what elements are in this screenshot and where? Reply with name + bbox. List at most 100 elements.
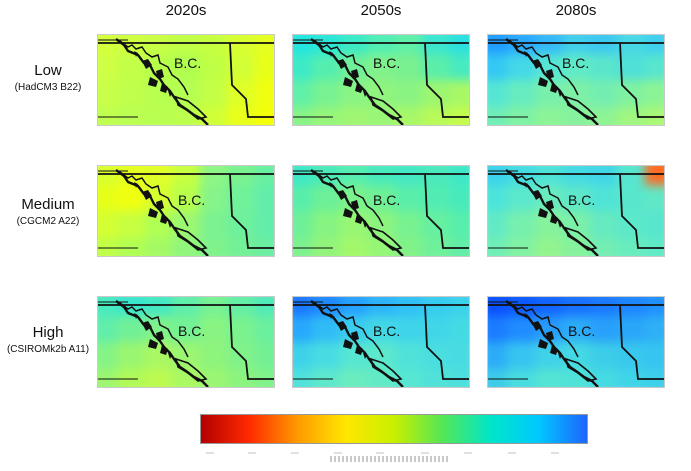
region-label: B.C. (373, 55, 401, 71)
heatmap-cell (172, 237, 200, 256)
heatmap-cell (394, 368, 423, 387)
heatmap-cell (293, 80, 313, 107)
heatmap-cell (449, 297, 469, 316)
heatmap-cell (172, 166, 200, 185)
heatmap-cell (449, 368, 469, 387)
heatmap-cell (562, 166, 590, 185)
scenario-name: High (32, 324, 64, 341)
heatmap-cell (449, 315, 469, 342)
heatmap-cell (172, 35, 200, 54)
heatmap-cell (534, 368, 563, 387)
heatmap-cell (394, 35, 423, 54)
heatmap-cell (449, 342, 469, 369)
heatmap-cell (339, 297, 368, 316)
heatmap-cell (394, 297, 423, 316)
climate-map-high-2020s: B.C. (97, 296, 275, 388)
heatmap-cell (589, 315, 618, 342)
heatmap-cell (644, 166, 664, 185)
heatmap-cell (254, 342, 274, 369)
heatmap-cell (367, 368, 395, 387)
heatmap-cell (589, 166, 618, 185)
heatmap-cell (144, 35, 173, 54)
coastline-border-overlay (98, 169, 274, 256)
heatmap-cell (507, 106, 535, 125)
scenario-model: (CSIROMk2b A11) (6, 344, 90, 355)
heatmap-cell (98, 80, 118, 107)
heatmap-cell (589, 106, 618, 125)
heatmap-cell (339, 106, 368, 125)
heatmap-cell (422, 297, 450, 316)
heatmap-cell (617, 166, 645, 185)
heatmap-cell (254, 166, 274, 185)
heatmap-cell (644, 211, 664, 238)
heatmap-cell (589, 53, 618, 80)
heatmap-cell (367, 184, 395, 211)
heatmap-cell (589, 35, 618, 54)
heatmap-cell (199, 166, 228, 185)
heatmap-cells (488, 297, 664, 387)
region-label: B.C. (174, 55, 202, 71)
heatmap-cell (394, 80, 423, 107)
colorbar (200, 414, 588, 444)
region-label: B.C. (562, 55, 590, 71)
region-label: B.C. (568, 323, 596, 339)
heatmap-cell (312, 237, 340, 256)
heatmap-cell (199, 53, 228, 80)
heatmap-cell (172, 184, 200, 211)
coastline-border-overlay (293, 300, 469, 387)
heatmap-cell (117, 368, 145, 387)
heatmap-cell (339, 166, 368, 185)
heatmap-cell (227, 35, 255, 54)
column-header-2050s: 2050s (360, 2, 402, 19)
heatmap-cell (199, 297, 228, 316)
heatmap-cell (644, 315, 664, 342)
heatmap-cell (199, 342, 228, 369)
heatmap-cell (589, 237, 618, 256)
heatmap-cell (644, 35, 664, 54)
heatmap-cell (562, 368, 590, 387)
heatmap-cell (312, 80, 340, 107)
heatmap-cell (394, 53, 423, 80)
heatmap-cell (589, 297, 618, 316)
heatmap-cell (534, 166, 563, 185)
heatmap-cell (449, 184, 469, 211)
heatmap-cell (312, 106, 340, 125)
heatmap-cell (98, 106, 118, 125)
heatmap-cell (422, 35, 450, 54)
climate-map-low-2050s: B.C. (292, 34, 470, 126)
heatmap-cell (254, 237, 274, 256)
heatmap-cells (98, 297, 274, 387)
heatmap-cell (644, 237, 664, 256)
climate-map-high-2080s: B.C. (487, 296, 665, 388)
heatmap-cell (367, 237, 395, 256)
heatmap-cell (644, 342, 664, 369)
heatmap-cell (589, 184, 618, 211)
heatmap-cell (367, 53, 395, 80)
heatmap-cell (394, 106, 423, 125)
heatmap-cell (422, 166, 450, 185)
heatmap-cell (394, 342, 423, 369)
row-label-high: High (CSIROMk2b A11) (0, 324, 96, 355)
heatmap-cell (254, 53, 274, 80)
heatmap-cell (98, 237, 118, 256)
heatmap-cell (293, 342, 313, 369)
heatmap-cell (644, 80, 664, 107)
heatmap-cell (394, 211, 423, 238)
coastline-border-overlay (293, 38, 469, 125)
heatmap-cell (199, 184, 228, 211)
heatmap-cell (367, 297, 395, 316)
heatmap-cell (534, 106, 563, 125)
heatmap-cell (254, 297, 274, 316)
heatmap-cell (488, 53, 508, 80)
climate-map-low-2080s: B.C. (487, 34, 665, 126)
heatmap-cell (293, 368, 313, 387)
heatmap-cells (293, 297, 469, 387)
heatmap-cell (293, 211, 313, 238)
heatmap-cell (339, 368, 368, 387)
heatmap-cell (293, 106, 313, 125)
coastline-border-overlay (488, 169, 664, 256)
region-label: B.C. (568, 192, 596, 208)
heatmap-cell (312, 342, 340, 369)
scenario-name: Medium (21, 196, 75, 213)
heatmap-cell (254, 35, 274, 54)
